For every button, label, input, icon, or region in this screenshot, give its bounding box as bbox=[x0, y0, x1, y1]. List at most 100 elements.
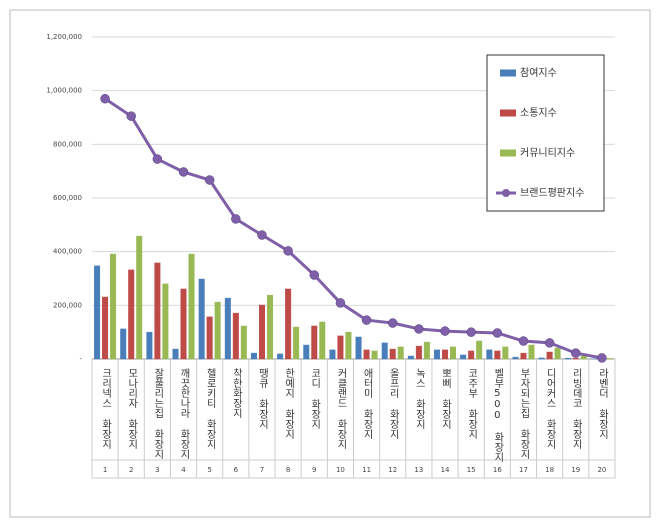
bar bbox=[259, 305, 265, 359]
bar bbox=[136, 236, 142, 359]
line-marker bbox=[257, 231, 266, 240]
bar bbox=[434, 350, 440, 359]
bar bbox=[110, 254, 116, 359]
x-tick-label: 벨부500 화장지 bbox=[492, 368, 504, 463]
bar bbox=[346, 332, 352, 359]
line-marker bbox=[179, 167, 188, 176]
x-tick-label: 모나리자 화장지 bbox=[126, 368, 138, 450]
x-tick-label: 착한화장지 bbox=[230, 368, 242, 419]
x-tick-label: 리빙데코 화장지 bbox=[570, 368, 582, 450]
line-marker bbox=[414, 324, 423, 333]
bar bbox=[468, 351, 474, 359]
rank-label: 12 bbox=[388, 466, 397, 474]
bar bbox=[215, 302, 221, 359]
rank-label: 10 bbox=[336, 466, 345, 474]
rank-label: 2 bbox=[129, 466, 133, 474]
bar bbox=[147, 332, 153, 359]
bar bbox=[408, 356, 414, 359]
x-tick-label: 녹스 화장지 bbox=[413, 368, 425, 430]
x-tick-label: 애터미 화장지 bbox=[361, 368, 373, 440]
bar bbox=[487, 350, 493, 359]
y-tick-label: 400,000 bbox=[53, 248, 82, 256]
bar bbox=[398, 347, 404, 359]
bar bbox=[155, 263, 161, 359]
rank-label: 1 bbox=[103, 466, 107, 474]
bar bbox=[199, 279, 205, 359]
bar bbox=[555, 348, 561, 359]
x-tick-label: 잘풀리는집 화장지 bbox=[152, 368, 164, 460]
x-tick-label: 라벤더 화장지 bbox=[596, 368, 608, 440]
x-tick-label: 커클랜드 화장지 bbox=[335, 368, 347, 450]
bar bbox=[163, 284, 169, 359]
y-tick-label: 800,000 bbox=[53, 140, 82, 148]
bar bbox=[416, 346, 422, 359]
legend-label: 커뮤니티지수 bbox=[520, 147, 575, 159]
bar bbox=[529, 345, 535, 359]
rank-label: 16 bbox=[493, 466, 502, 474]
bar bbox=[382, 343, 388, 359]
line-marker bbox=[127, 112, 136, 121]
legend-swatch bbox=[500, 70, 516, 77]
x-tick-label: 부자되는집 화장지 bbox=[518, 368, 530, 460]
bar bbox=[460, 355, 466, 359]
line-marker bbox=[441, 327, 450, 336]
bar bbox=[102, 297, 108, 359]
bar bbox=[233, 313, 239, 359]
rank-label: 4 bbox=[181, 466, 186, 474]
bar bbox=[225, 298, 231, 359]
line-marker bbox=[571, 349, 580, 358]
rank-label: 19 bbox=[571, 466, 580, 474]
rank-label: 14 bbox=[441, 466, 450, 474]
bar bbox=[356, 337, 362, 359]
legend-swatch bbox=[502, 189, 510, 197]
line-marker bbox=[362, 316, 371, 325]
bar bbox=[573, 358, 579, 359]
bar bbox=[372, 351, 378, 359]
line-marker bbox=[519, 337, 528, 346]
bar bbox=[120, 329, 126, 359]
bar bbox=[565, 358, 571, 359]
line-marker bbox=[545, 338, 554, 347]
legend-swatch bbox=[500, 110, 516, 117]
x-tick-label: 한예지 화장지 bbox=[283, 368, 295, 440]
bar bbox=[424, 342, 430, 359]
line-marker bbox=[205, 176, 214, 185]
rank-label: 13 bbox=[414, 466, 423, 474]
bar bbox=[267, 295, 273, 359]
y-tick-label: 600,000 bbox=[53, 194, 82, 202]
y-tick-label: 200,000 bbox=[53, 301, 82, 309]
line-marker bbox=[310, 271, 319, 280]
bar bbox=[241, 326, 247, 359]
bar bbox=[285, 289, 291, 359]
legend-label: 브랜드평판지수 bbox=[520, 187, 584, 199]
x-tick-label: 디어커스 화장지 bbox=[544, 368, 556, 450]
legend-label: 참여지수 bbox=[520, 67, 557, 79]
rank-label: 18 bbox=[545, 466, 554, 474]
bar bbox=[476, 341, 482, 359]
rank-label: 9 bbox=[312, 466, 316, 474]
x-tick-label: 헬로키티 화장지 bbox=[204, 368, 216, 450]
bar bbox=[607, 358, 613, 359]
x-tick-label: 코디 화장지 bbox=[309, 368, 321, 430]
line-marker bbox=[336, 298, 345, 307]
bar bbox=[173, 349, 179, 359]
line-marker bbox=[284, 246, 293, 255]
bar bbox=[277, 354, 283, 359]
bar bbox=[450, 347, 456, 359]
x-tick-label: 코주부 화장지 bbox=[466, 368, 478, 440]
bar bbox=[495, 351, 501, 359]
x-tick-label: 크리넥스 화장지 bbox=[100, 368, 112, 450]
line-marker bbox=[597, 353, 606, 362]
line-marker bbox=[493, 328, 502, 337]
bar bbox=[547, 352, 553, 359]
x-tick-label: 올프리 화장지 bbox=[387, 368, 399, 440]
x-tick-label: 깨끗한나라 화장지 bbox=[178, 368, 190, 460]
rank-label: 20 bbox=[597, 466, 606, 474]
rank-label: 17 bbox=[519, 466, 528, 474]
x-tick-label: 땡큐 화장지 bbox=[256, 368, 268, 430]
bar bbox=[503, 347, 509, 359]
rank-label: 11 bbox=[362, 466, 371, 474]
bar bbox=[513, 357, 519, 359]
line-marker bbox=[231, 214, 240, 223]
bar bbox=[293, 327, 299, 359]
